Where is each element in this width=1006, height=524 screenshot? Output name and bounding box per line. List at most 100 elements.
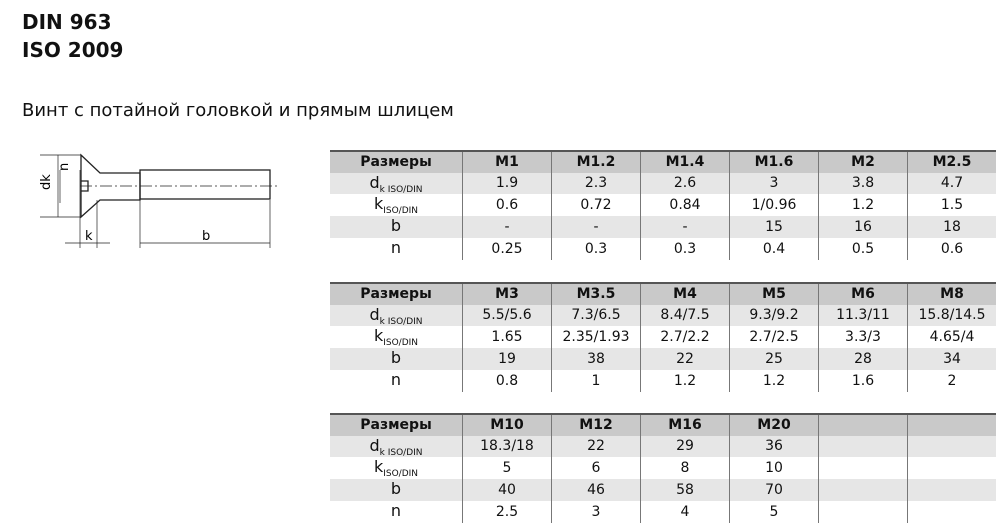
header-cell — [818, 413, 908, 436]
param-subscript: ISO/DIN — [383, 206, 419, 217]
value-cell: 0.72 — [551, 194, 641, 217]
header-cell: M1.2 — [551, 150, 641, 173]
param-subscript: k ISO/DIN — [379, 447, 423, 458]
header-cell: M1 — [462, 150, 552, 173]
value-cell: 5 — [729, 500, 819, 523]
value-cell: 34 — [907, 348, 996, 370]
iso-label: ISO 2009 — [22, 38, 124, 62]
value-cell: - — [640, 216, 730, 238]
value-cell: 1.2 — [640, 369, 730, 392]
value-cell: 1.5 — [907, 194, 996, 217]
value-cell: 1/0.96 — [729, 194, 819, 217]
table-row: b 40 46 58 70 — [330, 479, 996, 501]
param-name: d — [369, 304, 380, 324]
param-name: d — [369, 435, 380, 455]
b-label: b — [202, 229, 210, 244]
value-cell: 19 — [462, 348, 552, 370]
header-cell: M2 — [818, 150, 908, 173]
product-description: Винт с потайной головкой и прямым шлицем — [22, 100, 454, 121]
value-cell: 7.3/6.5 — [551, 304, 641, 327]
row-label: n — [330, 370, 463, 392]
param-name: n — [390, 237, 402, 257]
header-cell: M20 — [729, 413, 819, 436]
row-label: n — [330, 501, 463, 523]
value-cell: 28 — [818, 348, 908, 370]
param-name: b — [390, 348, 402, 368]
header-cell: M10 — [462, 413, 552, 436]
value-cell — [818, 435, 908, 458]
value-cell: 36 — [729, 435, 819, 458]
value-cell: - — [551, 216, 641, 238]
value-cell: 3 — [551, 500, 641, 523]
value-cell: 11.3/11 — [818, 304, 908, 327]
header-cell: Размеры — [330, 413, 463, 436]
param-name: b — [390, 216, 402, 236]
value-cell: 2.35/1.93 — [551, 326, 641, 349]
n-label: n — [57, 163, 72, 171]
value-cell: 1.65 — [462, 326, 552, 349]
table-row: kISO/DIN 0.6 0.72 0.84 1/0.96 1.2 1.5 — [330, 194, 996, 217]
param-subscript: k ISO/DIN — [379, 184, 423, 195]
row-label: kISO/DIN — [330, 457, 463, 479]
param-subscript: k ISO/DIN — [379, 316, 423, 327]
table-row: b - - -15 16 18 — [330, 216, 996, 238]
value-cell: 0.84 — [640, 194, 730, 217]
value-cell: 22 — [640, 348, 730, 370]
value-cell: 3 — [729, 172, 819, 195]
value-cell: 8.4/7.5 — [640, 304, 730, 327]
value-cell: 1.2 — [729, 369, 819, 392]
table-row: b 19 38 22 25 28 34 — [330, 348, 996, 370]
header-cell: M6 — [818, 282, 908, 305]
table-row: dk ISO/DIN 18.3/18 22 29 36 — [330, 435, 996, 458]
value-cell: 2.6 — [640, 172, 730, 195]
value-cell: 2.5 — [462, 500, 552, 523]
header-cell: M8 — [907, 282, 996, 305]
table-header-row: Размеры M10 M12 M16 M20 — [330, 413, 996, 436]
param-name: n — [390, 500, 402, 520]
row-label: kISO/DIN — [330, 326, 463, 348]
header-cell: M1.6 — [729, 150, 819, 173]
row-label: b — [330, 348, 463, 370]
value-cell: 4.65/4 — [907, 326, 996, 349]
value-cell: 0.6 — [907, 237, 996, 260]
value-cell: 58 — [640, 479, 730, 501]
standard-title: DIN 963 ISO 2009 — [22, 8, 123, 64]
value-cell: 2.7/2.2 — [640, 326, 730, 349]
value-cell: 1.2 — [818, 194, 908, 217]
size-table-3: Размеры M10 M12 M16 M20 dk ISO/DIN 18.3/18 22 29… — [330, 413, 996, 523]
size-table-1: Размеры M1 M1.2 M1.4 M1.6 M2 M2.5 dk ISO/DIN 1.9… — [330, 150, 996, 260]
header-cell: Размеры — [330, 282, 463, 305]
row-label: b — [330, 216, 463, 238]
value-cell: 3.3/3 — [818, 326, 908, 349]
header-cell — [907, 413, 996, 436]
param-subscript: ISO/DIN — [383, 338, 419, 349]
value-cell: 0.5 — [818, 237, 908, 260]
value-cell: 18 — [907, 216, 996, 238]
screw-drawing: dk n k b — [39, 153, 280, 248]
value-cell: 10 — [729, 457, 819, 480]
value-cell — [907, 435, 996, 458]
param-name: k — [373, 194, 384, 214]
table-row: dk ISO/DIN 1.9 2.3 2.6 3 3.8 4.7 — [330, 172, 996, 195]
value-cell: 40 — [462, 479, 552, 501]
size-table-2: Размеры M3 M3.5 M4 M5 M6 M8 dk ISO/DIN 5.5/5.6 7.… — [330, 282, 996, 392]
header-cell: M5 — [729, 282, 819, 305]
k-label: k — [85, 229, 93, 244]
value-cell — [907, 500, 996, 523]
header-cell: M2.5 — [907, 150, 996, 173]
value-cell: 1.9 — [462, 172, 552, 195]
header-cell: M3 — [462, 282, 552, 305]
value-cell: 0.3 — [551, 237, 641, 260]
table-row: kISO/DIN 1.65 2.35/1.93 2.7/2.2 2.7/2.5 3.3/3… — [330, 326, 996, 349]
value-cell: 8 — [640, 457, 730, 480]
header-cell: M16 — [640, 413, 730, 436]
value-cell: 5.5/5.6 — [462, 304, 552, 327]
value-cell: 0.6 — [462, 194, 552, 217]
param-subscript: ISO/DIN — [383, 469, 419, 480]
value-cell: 15.8/14.5 — [907, 304, 996, 327]
row-label: dk ISO/DIN — [330, 172, 463, 195]
table-row: dk ISO/DIN 5.5/5.6 7.3/6.5 8.4/7.5 9.3/9.2 11… — [330, 304, 996, 327]
value-cell — [818, 457, 908, 480]
table-row: kISO/DIN 5 6 8 10 — [330, 457, 996, 480]
value-cell: 25 — [729, 348, 819, 370]
